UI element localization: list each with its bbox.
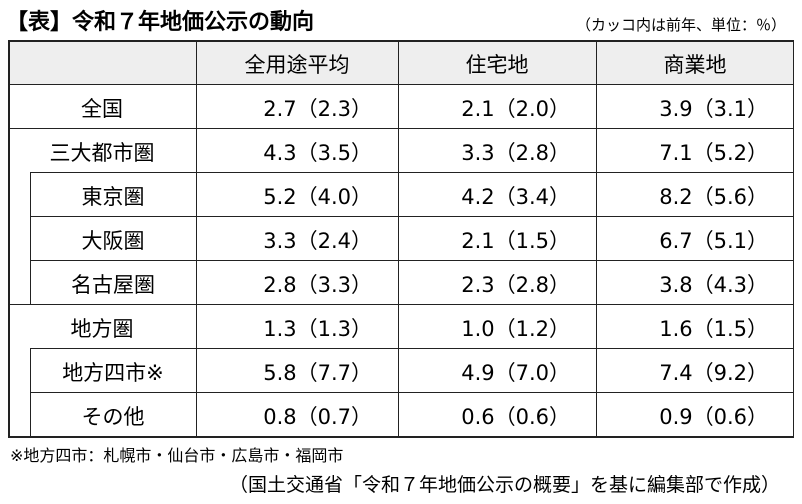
row-divider bbox=[30, 392, 794, 393]
table-cell: 3.3（2.4） bbox=[263, 229, 372, 253]
table-cell: 7.1（5.2） bbox=[659, 141, 768, 165]
indent-divider bbox=[30, 172, 31, 304]
footnote: ※地方四市：札幌市・仙台市・広島市・福岡市 bbox=[10, 446, 344, 465]
table-cell: 3.8（4.3） bbox=[659, 273, 768, 297]
table-cell: 6.7（5.1） bbox=[659, 229, 768, 253]
table-cell: 1.6（1.5） bbox=[659, 317, 768, 341]
row-divider bbox=[8, 128, 794, 129]
table-cell: 0.8（0.7） bbox=[263, 405, 372, 429]
row-label: 名古屋圏 bbox=[71, 273, 155, 297]
table-cell: 0.9（0.6） bbox=[659, 405, 768, 429]
table-header-row bbox=[8, 40, 794, 84]
column-divider bbox=[196, 40, 197, 436]
column-divider bbox=[596, 40, 597, 436]
row-label: 大阪圏 bbox=[81, 229, 145, 253]
source-note: （国土交通省「令和７年地価公示の概要」を基に編集部で作成） bbox=[228, 474, 780, 496]
table-border-left bbox=[8, 40, 10, 436]
table-border-right bbox=[792, 40, 794, 438]
unit-note: （カッコ内は前年、単位：％） bbox=[575, 16, 786, 34]
table-cell: 2.3（2.8） bbox=[461, 273, 570, 297]
table-cell: 2.1（1.5） bbox=[461, 229, 570, 253]
column-header: 住宅地 bbox=[465, 53, 529, 77]
table-cell: 0.6（0.6） bbox=[461, 405, 570, 429]
table-cell: 1.0（1.2） bbox=[461, 317, 570, 341]
table-cell: 3.9（3.1） bbox=[659, 97, 768, 121]
row-label: 地方四市※ bbox=[62, 361, 164, 385]
table-cell: 4.2（3.4） bbox=[461, 185, 570, 209]
row-divider bbox=[8, 304, 794, 305]
row-label: 地方圏 bbox=[70, 317, 134, 341]
row-divider bbox=[30, 172, 794, 173]
table-cell: 4.3（3.5） bbox=[263, 141, 372, 165]
row-divider bbox=[30, 260, 794, 261]
table-cell: 1.3（1.3） bbox=[263, 317, 372, 341]
table-border-bottom bbox=[8, 436, 794, 438]
header-divider bbox=[8, 84, 794, 85]
row-divider bbox=[30, 216, 794, 217]
row-label: 東京圏 bbox=[81, 185, 145, 209]
column-header: 商業地 bbox=[663, 53, 727, 77]
row-divider bbox=[30, 348, 794, 349]
indent-divider bbox=[30, 348, 31, 436]
table-cell: 5.8（7.7） bbox=[263, 361, 372, 385]
row-label: その他 bbox=[81, 405, 145, 429]
row-label: 全国 bbox=[81, 97, 123, 121]
table-cell: 5.2（4.0） bbox=[263, 185, 372, 209]
table-cell: 8.2（5.6） bbox=[659, 185, 768, 209]
table-title: 【表】令和７年地価公示の動向 bbox=[6, 10, 315, 35]
row-label: 三大都市圏 bbox=[49, 141, 155, 165]
column-divider bbox=[398, 40, 399, 436]
table-cell: 2.1（2.0） bbox=[461, 97, 570, 121]
table-cell: 2.8（3.3） bbox=[263, 273, 372, 297]
table-cell: 2.7（2.3） bbox=[263, 97, 372, 121]
table-cell: 7.4（9.2） bbox=[659, 361, 768, 385]
table-cell: 4.9（7.0） bbox=[461, 361, 570, 385]
table-border-top bbox=[8, 40, 794, 42]
table-cell: 3.3（2.8） bbox=[461, 141, 570, 165]
column-header: 全用途平均 bbox=[244, 53, 350, 77]
